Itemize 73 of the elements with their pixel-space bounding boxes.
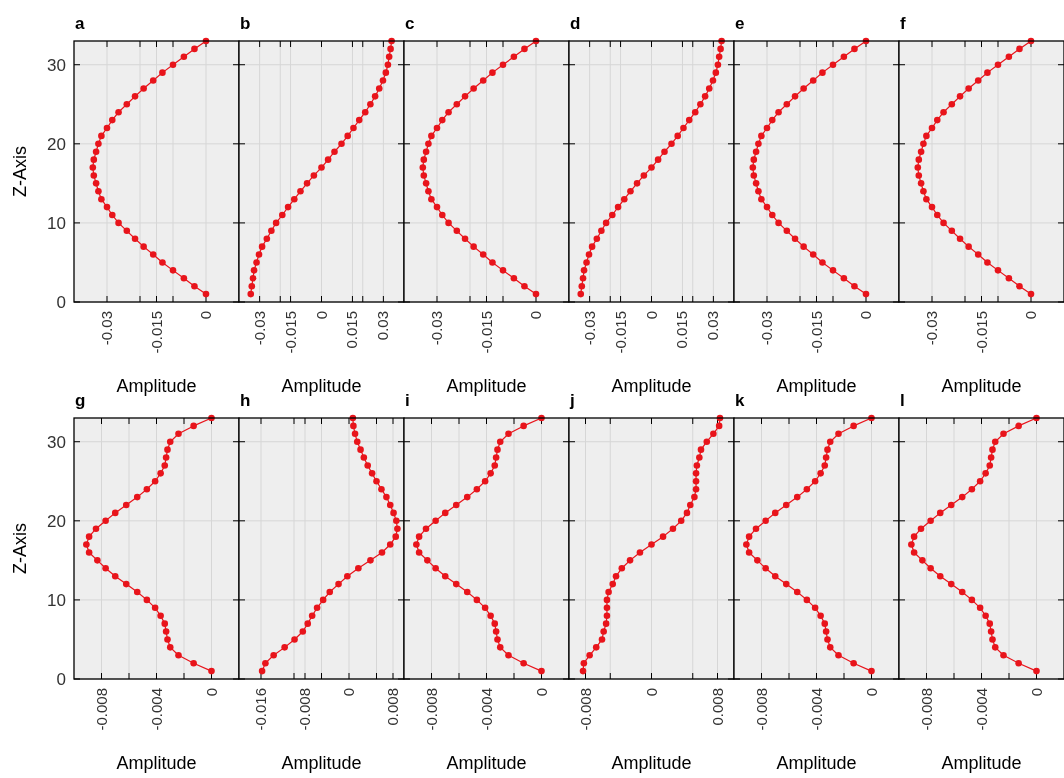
x-tick-label: -0.008 xyxy=(917,688,935,731)
x-tick-label: -0.008 xyxy=(92,688,110,731)
x-axis-title: Amplitude xyxy=(446,376,527,396)
chart-title: l xyxy=(900,391,905,410)
x-tick-label: -0.03 xyxy=(923,311,940,346)
x-tick-label: 0 xyxy=(197,311,214,320)
y-tick-label: 10 xyxy=(47,590,66,610)
x-tick-label: 0 xyxy=(642,311,660,320)
x-tick-label: -0.016 xyxy=(252,688,269,731)
x-tick-label: -0.03 xyxy=(580,311,598,346)
x-tick-label: -0.015 xyxy=(281,311,299,354)
x-tick-label: -0.004 xyxy=(147,688,165,731)
y-tick-label: 20 xyxy=(47,511,66,531)
x-tick-label: 0.03 xyxy=(704,311,722,341)
chart-title: j xyxy=(569,391,575,410)
chart-title: i xyxy=(405,391,410,410)
y-axis-title: Z-Axis xyxy=(10,146,30,197)
chart-title: f xyxy=(900,14,906,33)
x-tick-label: -0.004 xyxy=(807,688,825,731)
x-tick-label: -0.015 xyxy=(611,311,629,354)
chart-title: g xyxy=(75,391,86,410)
x-tick-label: -0.03 xyxy=(758,311,775,346)
x-tick-label: -0.03 xyxy=(250,311,268,346)
y-axis-title: Z-Axis xyxy=(10,523,30,574)
x-tick-label: 0.008 xyxy=(384,688,401,726)
chart-title: h xyxy=(240,391,251,410)
x-tick-label: 0 xyxy=(1027,688,1045,697)
y-tick-label: 30 xyxy=(47,55,66,75)
x-tick-label: -0.008 xyxy=(296,688,313,731)
x-tick-label: -0.015 xyxy=(807,311,825,354)
x-tick-label: 0 xyxy=(642,688,660,697)
x-axis-title: Amplitude xyxy=(776,753,857,773)
x-tick-label: 0.015 xyxy=(673,311,691,349)
chart-title: e xyxy=(735,14,745,33)
x-axis-title: Amplitude xyxy=(281,376,362,396)
chart-title: d xyxy=(570,14,581,33)
chart-title: c xyxy=(405,14,415,33)
chart-title: k xyxy=(735,391,745,410)
x-tick-label: 0 xyxy=(202,688,220,697)
x-tick-label: 0 xyxy=(527,311,544,320)
x-axis-title: Amplitude xyxy=(611,376,692,396)
x-axis-title: Amplitude xyxy=(116,376,197,396)
chart-title: a xyxy=(75,14,85,33)
x-tick-label: -0.015 xyxy=(972,311,990,354)
x-tick-label: -0.03 xyxy=(428,311,445,346)
x-tick-label: -0.004 xyxy=(972,688,990,731)
x-axis-title: Amplitude xyxy=(941,376,1022,396)
x-tick-label: -0.015 xyxy=(147,311,165,354)
x-axis-title: Amplitude xyxy=(281,753,362,773)
x-tick-label: 0.03 xyxy=(374,311,392,341)
x-axis-title: Amplitude xyxy=(446,753,527,773)
x-tick-label: -0.008 xyxy=(752,688,770,731)
x-tick-label: -0.03 xyxy=(98,311,115,346)
x-tick-label: -0.004 xyxy=(477,688,495,731)
x-tick-label: 0 xyxy=(1022,311,1039,320)
x-tick-label: 0 xyxy=(532,688,550,697)
chart-title: b xyxy=(240,14,251,33)
x-axis-title: Amplitude xyxy=(116,753,197,773)
x-tick-label: -0.008 xyxy=(422,688,440,731)
y-tick-label: 20 xyxy=(47,134,66,154)
x-axis-title: Amplitude xyxy=(776,376,857,396)
y-tick-label: 10 xyxy=(47,213,66,233)
x-tick-label: 0 xyxy=(862,688,880,697)
x-tick-label: 0.008 xyxy=(708,688,726,726)
x-tick-label: 0 xyxy=(857,311,874,320)
x-tick-label: -0.015 xyxy=(477,311,495,354)
x-axis-title: Amplitude xyxy=(941,753,1022,773)
x-tick-label: 0 xyxy=(340,688,357,697)
x-tick-label: 0.015 xyxy=(343,311,361,349)
x-tick-label: 0 xyxy=(312,311,330,320)
y-tick-label: 30 xyxy=(47,432,66,452)
x-axis-title: Amplitude xyxy=(611,753,692,773)
x-tick-label: -0.008 xyxy=(576,688,594,731)
